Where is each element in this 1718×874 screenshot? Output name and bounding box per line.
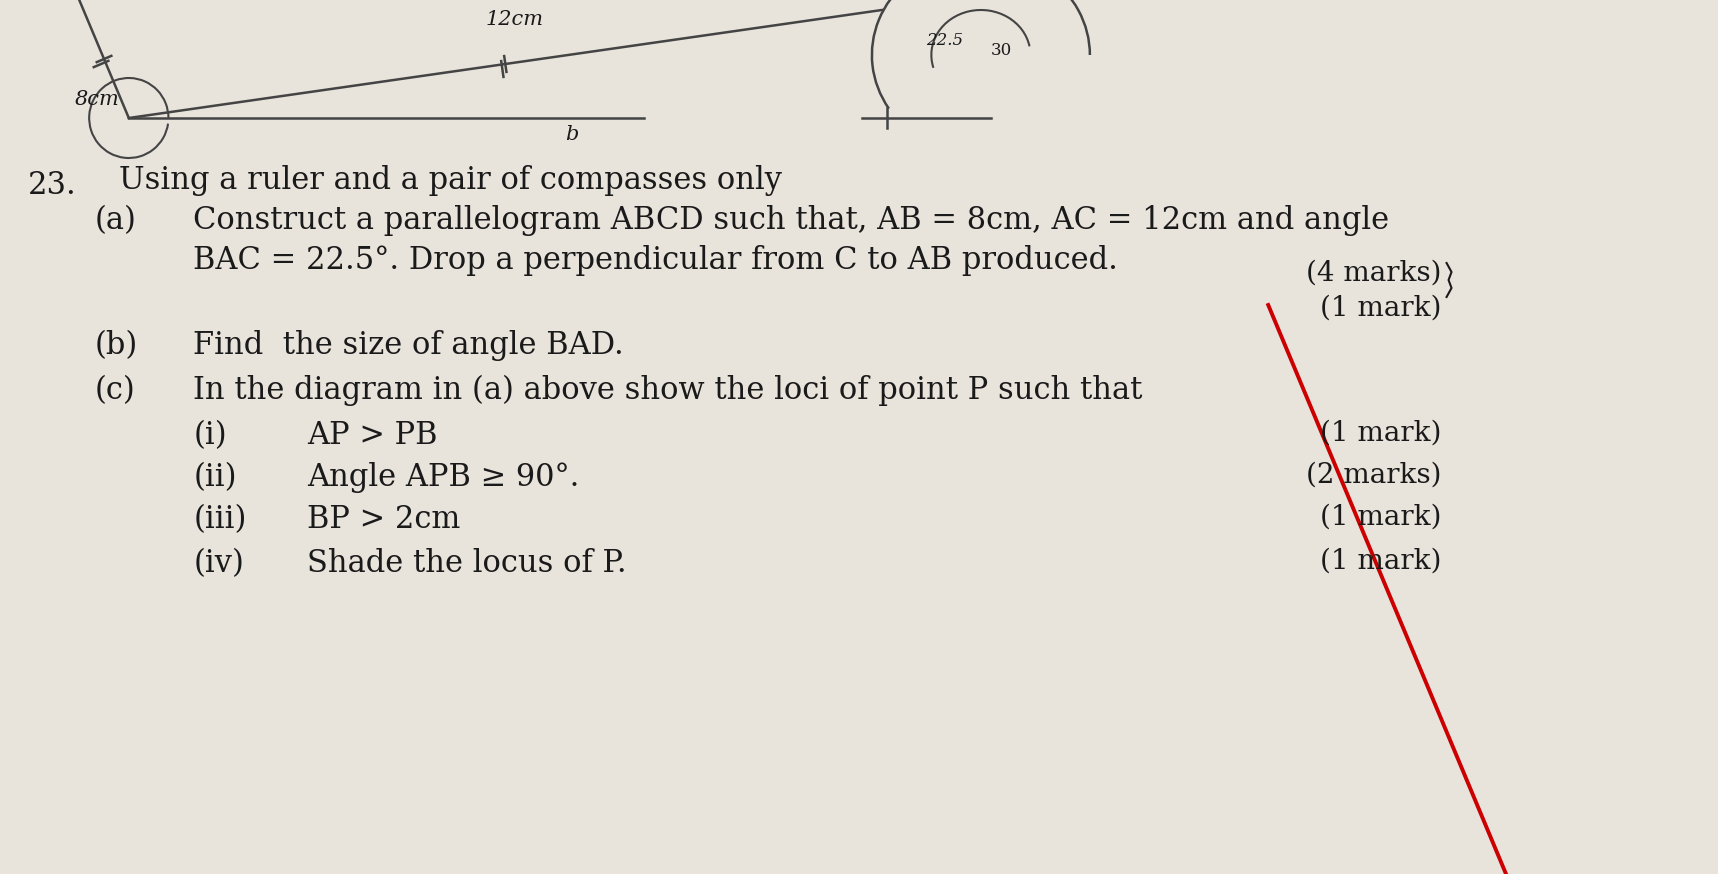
Text: Shade the locus of P.: Shade the locus of P.	[308, 548, 627, 579]
Text: 23.: 23.	[27, 170, 77, 201]
Text: (i): (i)	[192, 420, 227, 451]
Text: (4 marks): (4 marks)	[1306, 260, 1441, 287]
Text: (1 mark): (1 mark)	[1319, 504, 1441, 531]
Text: BP > 2cm: BP > 2cm	[308, 504, 460, 535]
Text: Angle APB ≥ 90°.: Angle APB ≥ 90°.	[308, 462, 579, 493]
Text: 12cm: 12cm	[486, 10, 543, 29]
Text: (2 marks): (2 marks)	[1306, 462, 1441, 489]
Text: (ii): (ii)	[192, 462, 237, 493]
Text: 22.5: 22.5	[926, 32, 964, 49]
Text: 30: 30	[991, 42, 1012, 59]
Text: (c): (c)	[94, 375, 136, 406]
Text: Using a ruler and a pair of compasses only: Using a ruler and a pair of compasses on…	[119, 165, 782, 196]
Text: AP > PB: AP > PB	[308, 420, 438, 451]
Text: In the diagram in (a) above show the loci of point P such that: In the diagram in (a) above show the loc…	[192, 375, 1142, 406]
Text: (1 mark): (1 mark)	[1319, 548, 1441, 575]
Text: (b): (b)	[94, 330, 137, 361]
Text: Construct a parallelogram ABCD such that, AB = 8cm, AC = 12cm and angle: Construct a parallelogram ABCD such that…	[192, 205, 1390, 236]
Text: (1 mark): (1 mark)	[1319, 420, 1441, 447]
Text: (iii): (iii)	[192, 504, 247, 535]
Text: (1 mark): (1 mark)	[1319, 295, 1441, 322]
Text: 8cm: 8cm	[74, 90, 119, 109]
Text: Find  the size of angle BAD.: Find the size of angle BAD.	[192, 330, 624, 361]
Text: b: b	[565, 125, 579, 144]
Text: (a): (a)	[94, 205, 136, 236]
Text: (iv): (iv)	[192, 548, 244, 579]
Text: BAC = 22.5°. Drop a perpendicular from C to AB produced.: BAC = 22.5°. Drop a perpendicular from C…	[192, 245, 1118, 276]
